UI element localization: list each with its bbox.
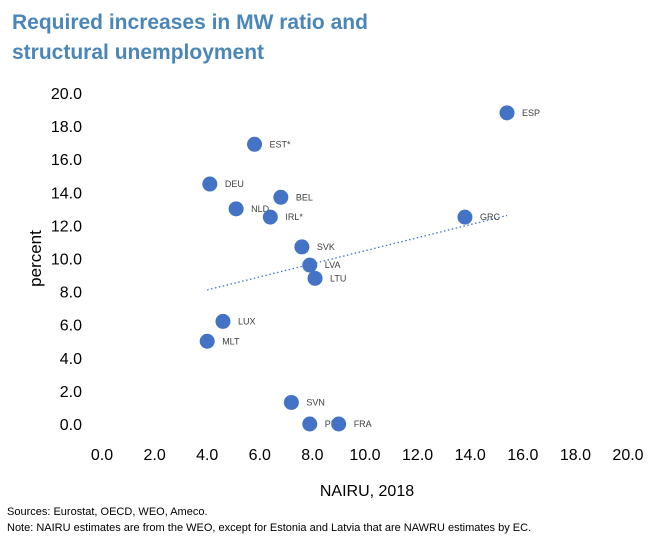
data-label: BEL [296,192,313,202]
data-point [307,270,323,286]
x-tick-label: 18.0 [560,447,591,464]
data-point [262,209,278,225]
trendline [207,214,508,291]
data-point [499,105,515,121]
y-axis-title: percent [26,230,45,287]
data-point [331,416,347,432]
data-label: SVN [306,397,325,407]
y-tick-label: 20.0 [51,86,82,103]
data-label: EST* [270,139,292,149]
data-label: NLD [251,204,270,214]
data-point [457,209,473,225]
data-label: FRA [354,419,372,429]
y-tick-label: 10.0 [51,252,82,269]
data-point [302,416,318,432]
x-tick-label: 2.0 [143,447,165,464]
y-tick-label: 14.0 [51,185,82,202]
y-tick-label: 18.0 [51,119,82,136]
data-label: DEU [225,179,244,189]
x-tick-label: 4.0 [196,447,218,464]
data-point [302,257,318,273]
methodology-note: Note: NAIRU estimates are from the WEO, … [7,522,532,534]
x-tick-label: 8.0 [301,447,323,464]
y-tick-label: 0.0 [60,417,82,434]
x-tick-label: 6.0 [249,447,271,464]
y-tick-label: 12.0 [51,218,82,235]
source-note: Sources: Eurostat, OECD, WEO, Ameco. [7,506,208,518]
data-label: ESP [522,108,540,118]
y-tick-label: 16.0 [51,152,82,169]
x-tick-label: 20.0 [612,447,643,464]
data-label: IRL* [285,212,303,222]
y-tick-label: 2.0 [60,384,82,401]
x-tick-label: 0.0 [91,447,113,464]
data-label: GRC [480,212,501,222]
data-label: SVK [317,242,335,252]
chart-title-line-2: structural unemployment [12,41,265,64]
chart-title-line-1: Required increases in MW ratio and [12,11,368,34]
x-tick-label: 14.0 [455,447,486,464]
data-label: LVA [325,260,341,270]
data-point [228,201,244,217]
data-point [199,333,215,349]
chart-title: Required increases in MW ratio and struc… [12,8,652,68]
data-point [294,239,310,255]
y-tick-label: 4.0 [60,351,82,368]
data-point [283,394,299,410]
data-point [273,189,289,205]
data-point [202,176,218,192]
x-axis-title: NAIRU, 2018 [320,483,414,500]
data-label: MLT [222,336,240,346]
data-label: LTU [330,273,346,283]
x-tick-label: 10.0 [349,447,380,464]
y-tick-label: 8.0 [60,285,82,302]
data-point [215,313,231,329]
x-tick-label: 12.0 [402,447,433,464]
y-tick-label: 6.0 [60,318,82,335]
x-tick-label: 16.0 [507,447,538,464]
data-label: LUX [238,316,256,326]
data-point [247,136,263,152]
